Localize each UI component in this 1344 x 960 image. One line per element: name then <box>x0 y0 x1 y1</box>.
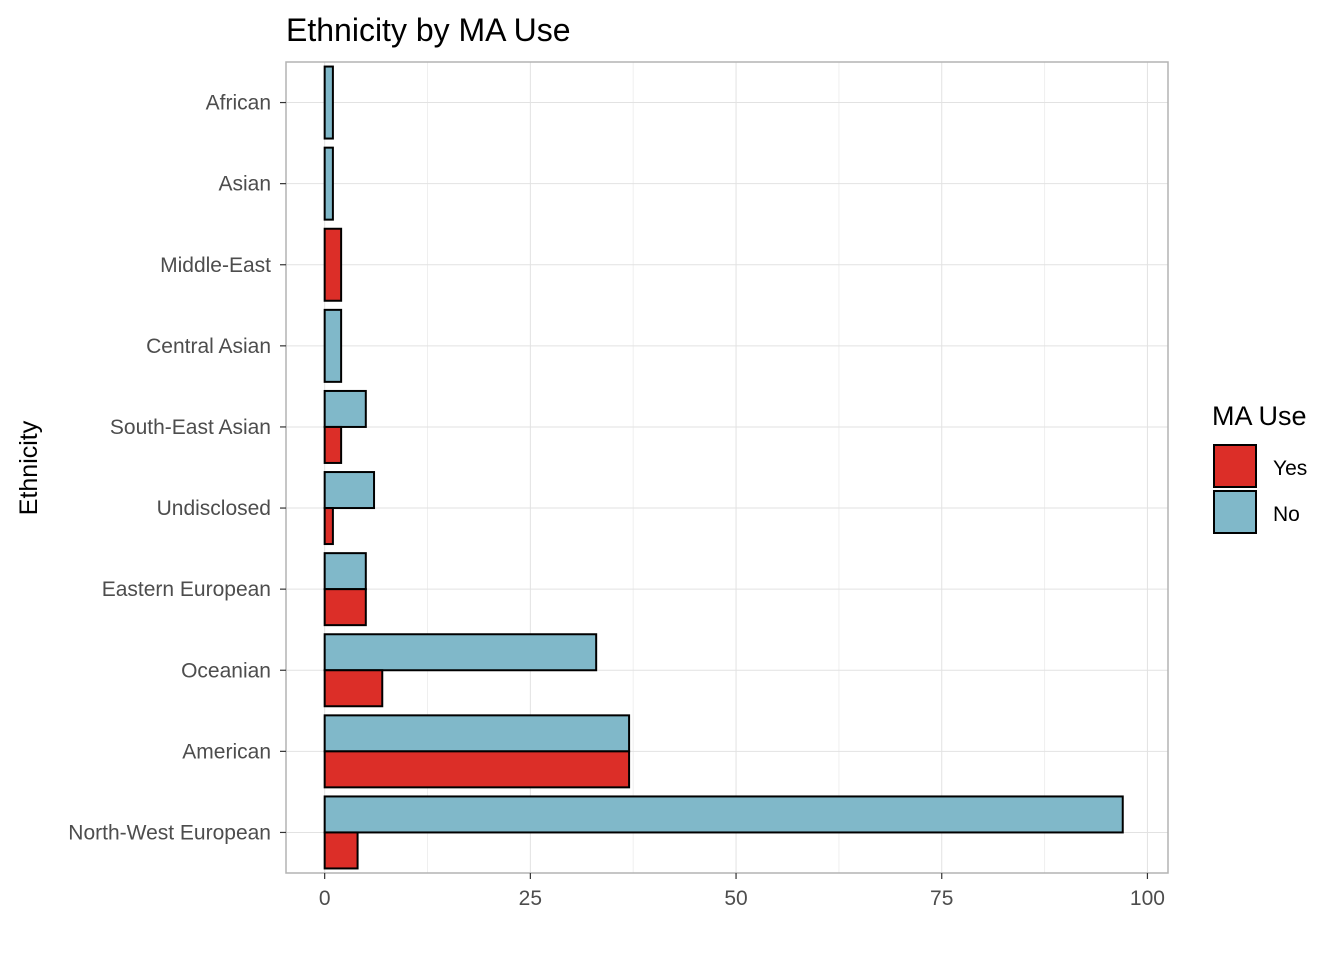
legend-label-yes: Yes <box>1273 457 1307 480</box>
legend-key-yes <box>1213 444 1257 488</box>
legend: MA Use Yes No <box>1212 401 1307 534</box>
category-label-eastern-european: Eastern European <box>102 578 271 601</box>
bar-eastern-european-no <box>323 552 367 591</box>
category-label-asian: Asian <box>218 173 271 196</box>
category-label-north-west-european: North-West European <box>68 821 271 844</box>
category-label-american: American <box>182 740 271 763</box>
grid-lines <box>286 62 1168 873</box>
legend-label-no: No <box>1273 503 1300 526</box>
bar-african-no <box>323 65 334 140</box>
bar-central-asian-no <box>323 308 343 383</box>
x-axis-tick-labels: 0 25 50 75 100 <box>319 873 1165 910</box>
bar-asian-no <box>323 146 334 221</box>
bar-undisclosed-no <box>323 471 376 510</box>
x-tick-label-75: 75 <box>930 887 953 910</box>
y-axis-category-labels: African Asian Middle-East Central Asian Sout… <box>68 92 286 844</box>
bar-american-no <box>323 714 631 753</box>
bar-oceanian-no <box>323 633 598 672</box>
y-axis-title: Ethnicity <box>15 420 43 515</box>
plot-area <box>285 61 1169 874</box>
category-label-oceanian: Oceanian <box>181 659 271 682</box>
x-tick-label-50: 50 <box>724 887 747 910</box>
x-tick-label-25: 25 <box>519 887 542 910</box>
bar-south-east-asian-no <box>323 389 367 428</box>
bars <box>323 65 1124 870</box>
category-label-central-asian: Central Asian <box>146 335 271 358</box>
chart-title: Ethnicity by MA Use <box>286 12 571 48</box>
bar-middle-east-yes <box>323 227 343 302</box>
bar-undisclosed-yes <box>323 507 334 546</box>
category-label-middle-east: Middle-East <box>160 254 271 277</box>
x-tick-label-0: 0 <box>319 887 331 910</box>
panel-border <box>285 61 1169 874</box>
bar-south-east-asian-yes <box>323 425 343 464</box>
bar-oceanian-yes <box>323 669 384 708</box>
category-label-undisclosed: Undisclosed <box>157 497 271 520</box>
x-tick-label-100: 100 <box>1130 887 1165 910</box>
bar-american-yes <box>323 750 631 789</box>
category-label-south-east-asian: South-East Asian <box>110 416 271 439</box>
category-label-african: African <box>206 92 271 115</box>
legend-key-no <box>1213 490 1257 534</box>
bar-north-west-european-no <box>323 795 1124 834</box>
bar-north-west-european-yes <box>323 831 359 870</box>
bar-eastern-european-yes <box>323 588 367 627</box>
legend-title: MA Use <box>1212 401 1307 431</box>
